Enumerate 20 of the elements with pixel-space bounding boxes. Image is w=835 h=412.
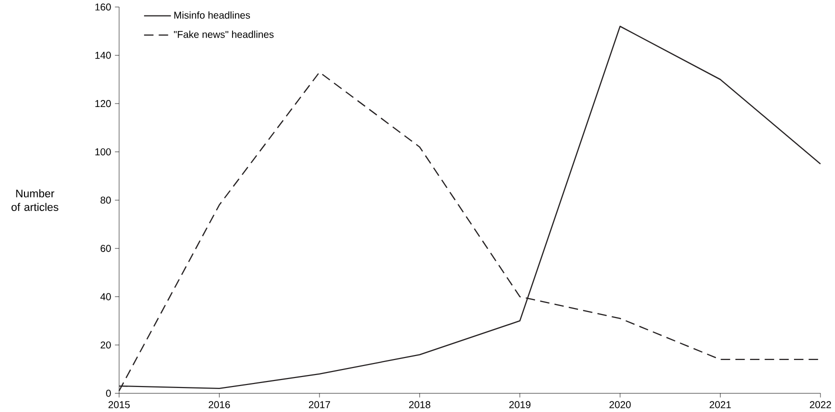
y-axis-title: Number of articles: [12, 189, 58, 212]
y-tick-label: 120: [95, 100, 111, 108]
y-tick-label: 140: [95, 52, 111, 59]
x-tick-label: 2019: [509, 401, 530, 408]
y-tick-label: 100: [95, 148, 111, 156]
y-tick-label: 80: [100, 196, 111, 204]
y-tick-label: 0: [106, 390, 111, 397]
legend-label: Misinfo headlines: [174, 12, 250, 19]
x-tick-label: 2018: [409, 401, 430, 408]
y-tick-label: 160: [95, 4, 111, 11]
x-tick-label: 2020: [609, 401, 631, 408]
legend-label: "Fake news" headlines: [174, 30, 274, 38]
x-tick-label: 2022: [810, 401, 832, 408]
x-tick-label: 2015: [108, 401, 130, 408]
x-tick-label: 2017: [308, 401, 330, 408]
x-tick-label: 2021: [710, 401, 731, 408]
y-tick-label: 20: [100, 342, 111, 349]
x-tick-label: 2016: [208, 401, 230, 408]
y-tick-label: 40: [100, 293, 111, 300]
y-tick-label: 60: [100, 245, 111, 252]
